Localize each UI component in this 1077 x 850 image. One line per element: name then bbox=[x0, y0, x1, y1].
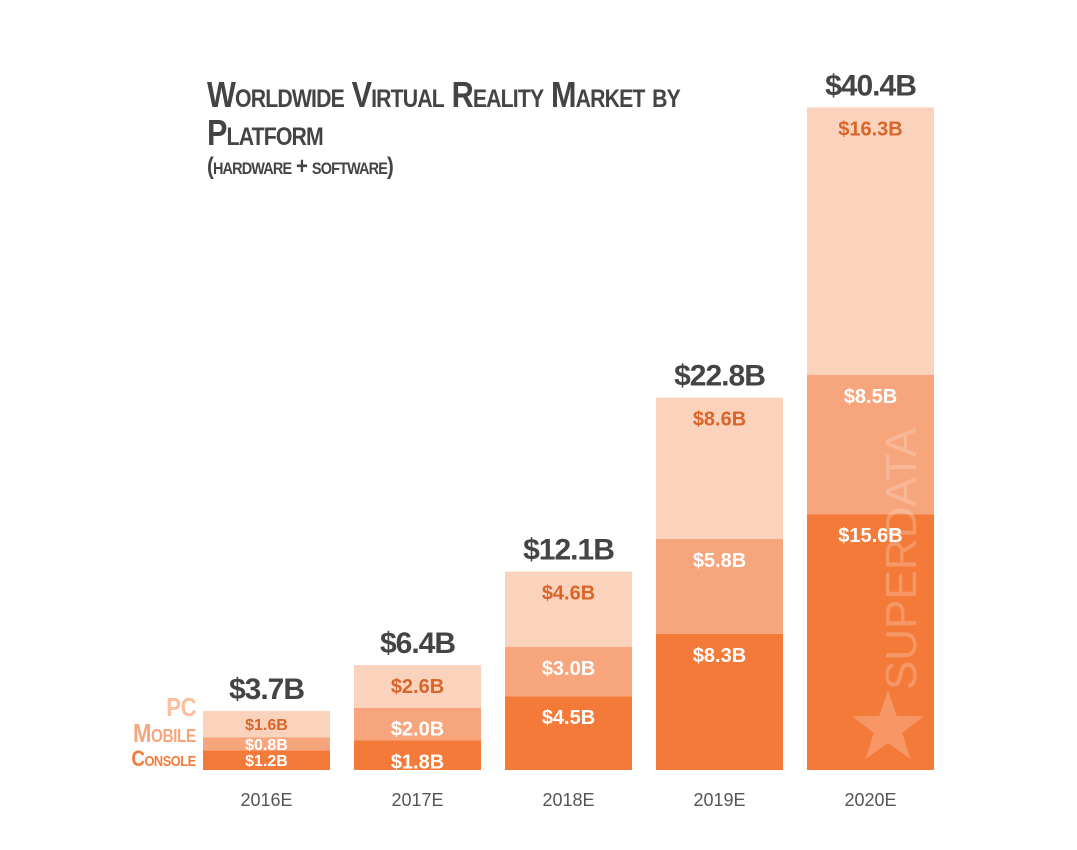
bar-console-2017E bbox=[354, 740, 481, 770]
x-tick-label: 2016E bbox=[240, 790, 292, 810]
total-label: $3.7B bbox=[229, 673, 304, 706]
data-label: $2.0B bbox=[391, 719, 444, 741]
data-label: $8.6B bbox=[693, 409, 746, 431]
data-label: $2.6B bbox=[391, 676, 444, 698]
star-icon bbox=[851, 690, 925, 759]
bar-pc-2019E bbox=[656, 397, 783, 539]
bar-console-2019E bbox=[656, 633, 783, 770]
chart-subtitle: (hardware + software) bbox=[207, 153, 394, 180]
data-label: $16.3B bbox=[838, 118, 903, 140]
bar-mobile-2017E bbox=[354, 707, 481, 741]
data-label: $15.6B bbox=[838, 525, 903, 547]
data-label: $1.8B bbox=[391, 751, 444, 773]
chart-title: Worldwide Virtual Reality Market by Plat… bbox=[207, 76, 683, 182]
data-label: $8.5B bbox=[844, 386, 897, 408]
total-label: $12.1B bbox=[523, 534, 614, 567]
data-label: $4.6B bbox=[542, 583, 595, 605]
data-label: $1.2B bbox=[245, 753, 288, 770]
x-tick-label: 2019E bbox=[693, 790, 745, 810]
legend-pc: PC bbox=[166, 692, 196, 722]
bar-mobile-2018E bbox=[505, 647, 632, 697]
bar-mobile-2019E bbox=[656, 538, 783, 634]
bar-console-2020E bbox=[807, 514, 934, 770]
bar-pc-2020E bbox=[807, 107, 934, 375]
total-label: $6.4B bbox=[380, 627, 455, 660]
x-tick-label: 2018E bbox=[542, 790, 594, 810]
x-tick-label: 2020E bbox=[844, 790, 896, 810]
data-label: $8.3B bbox=[693, 645, 746, 667]
bar-mobile-2020E bbox=[807, 374, 934, 515]
chart-title-text: Worldwide Virtual Reality Market by Plat… bbox=[207, 74, 681, 153]
data-label: $1.6B bbox=[245, 717, 288, 734]
bar-pc-2018E bbox=[505, 571, 632, 647]
bar-console-2016E bbox=[203, 750, 330, 770]
bar-pc-2017E bbox=[354, 665, 481, 708]
data-label: $3.0B bbox=[542, 658, 595, 680]
bar-mobile-2016E bbox=[203, 737, 330, 751]
bar-pc-2016E bbox=[203, 710, 330, 738]
x-tick-label: 2017E bbox=[391, 790, 443, 810]
data-label: $5.8B bbox=[693, 550, 746, 572]
legend-console: Console bbox=[131, 746, 197, 771]
total-label: $40.4B bbox=[825, 69, 916, 102]
data-label: $0.8B bbox=[245, 737, 288, 754]
legend-mobile: Mobile bbox=[133, 718, 196, 748]
total-label: $22.8B bbox=[674, 360, 765, 393]
watermark-text: SUPERDATA bbox=[877, 427, 926, 690]
data-label: $4.5B bbox=[542, 707, 595, 729]
bar-console-2018E bbox=[505, 696, 632, 770]
